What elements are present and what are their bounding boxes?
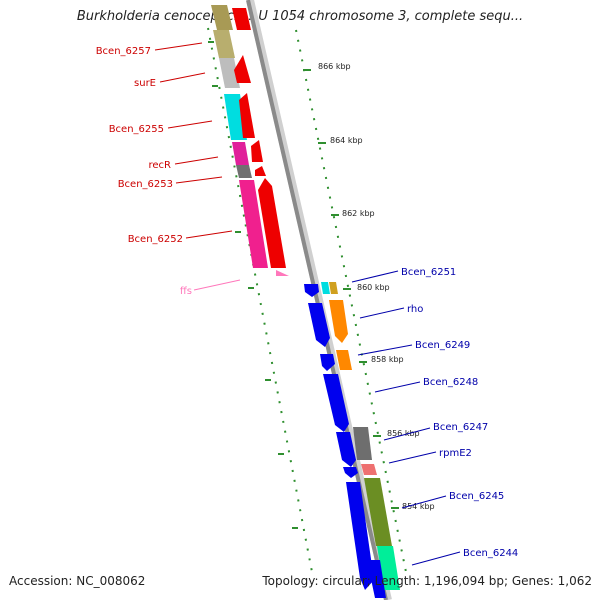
gene-labels: Bcen_6257 surE Bcen_6255 recR Bcen_6253 … <box>96 46 519 559</box>
gene-arrow-forward <box>308 303 330 347</box>
feature-bar <box>364 478 392 546</box>
kbp-label: 864 kbp <box>330 136 363 145</box>
gene-arrow-forward <box>329 300 348 343</box>
gene-label-sure[interactable]: surE <box>134 78 156 89</box>
forward-strand-features <box>304 282 400 598</box>
gene-arrow-reverse <box>255 166 266 176</box>
gene-arrow-reverse <box>251 140 263 162</box>
kbp-label: 856 kbp <box>387 429 420 438</box>
kbp-label: 854 kbp <box>402 502 435 511</box>
feature-bar <box>213 30 235 58</box>
feature-bar <box>239 180 268 268</box>
gene-arrow-reverse <box>258 178 286 268</box>
map-title: Burkholderia cenocepacia AU 1054 chromos… <box>76 9 524 24</box>
leader-lines <box>154 42 461 566</box>
gene-label-bcen-6252[interactable]: Bcen_6252 <box>128 234 183 245</box>
gene-label-bcen-6245[interactable]: Bcen_6245 <box>449 491 504 502</box>
gene-label-rho[interactable]: rho <box>407 304 423 315</box>
gene-arrow-reverse <box>239 93 255 138</box>
gene-arrow-forward <box>304 284 319 297</box>
feature-bar <box>219 58 240 88</box>
gene-arrow-forward <box>336 432 356 467</box>
gene-arrow-forward <box>320 354 335 371</box>
gene-arrow-reverse <box>234 55 251 83</box>
gene-arrow-forward <box>323 374 349 432</box>
backbone <box>246 0 388 600</box>
kbp-label: 862 kbp <box>342 209 375 218</box>
gene-arrow-forward <box>346 482 374 590</box>
gene-arrow-forward <box>367 560 386 598</box>
rna-feature <box>276 270 289 276</box>
gene-label-rpme2[interactable]: rpmE2 <box>439 448 472 459</box>
major-ticks <box>208 41 399 529</box>
feature-bar <box>232 142 249 165</box>
kbp-label: 866 kbp <box>318 62 351 71</box>
gene-label-bcen-6255[interactable]: Bcen_6255 <box>109 124 164 135</box>
feature-bar <box>236 165 252 178</box>
feature-bar <box>353 427 372 460</box>
gene-label-bcen-6253[interactable]: Bcen_6253 <box>118 179 173 190</box>
accession-text: Accession: NC_008062 <box>9 574 146 588</box>
gene-arrow-reverse <box>232 8 251 30</box>
reverse-strand-features <box>211 5 289 276</box>
gene-label-bcen-6251[interactable]: Bcen_6251 <box>401 267 456 278</box>
tick-track-right <box>295 29 407 573</box>
feature-bar <box>361 464 377 475</box>
gene-label-bcen-6247[interactable]: Bcen_6247 <box>433 422 488 433</box>
kbp-label: 858 kbp <box>371 355 404 364</box>
gene-label-bcen-6248[interactable]: Bcen_6248 <box>423 377 478 388</box>
gene-arrow-forward <box>343 467 358 478</box>
topology-summary: Topology: circular; Length: 1,196,094 bp… <box>262 574 592 588</box>
feature-bar <box>211 5 233 30</box>
feature-bar <box>321 282 330 294</box>
gene-label-bcen-6257[interactable]: Bcen_6257 <box>96 46 151 57</box>
gene-label-bcen-6249[interactable]: Bcen_6249 <box>415 340 470 351</box>
gene-label-recr[interactable]: recR <box>149 160 172 171</box>
feature-bar <box>336 350 352 370</box>
gene-label-ffs[interactable]: ffs <box>180 286 192 297</box>
feature-bar <box>329 282 338 294</box>
gene-label-bcen-6244[interactable]: Bcen_6244 <box>463 548 518 559</box>
tick-track-left <box>207 27 313 573</box>
kbp-label: 860 kbp <box>357 283 390 292</box>
